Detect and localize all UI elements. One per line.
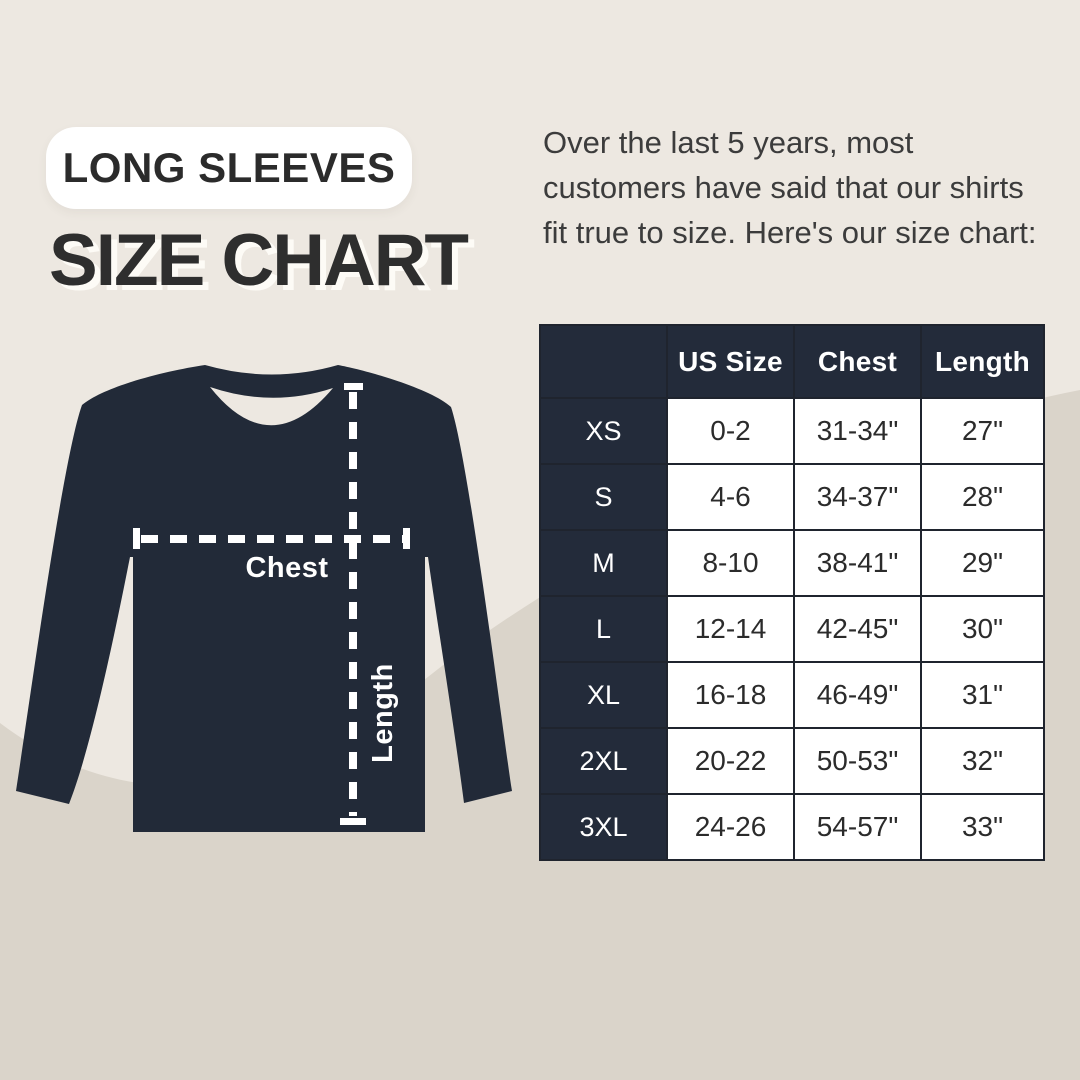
length-measure-line bbox=[340, 383, 366, 825]
shirt-illustration: Chest Length bbox=[15, 358, 530, 838]
length-cell: 29" bbox=[920, 529, 1045, 597]
chest-cell: 31-34" bbox=[793, 397, 922, 465]
shirt-neck-opening bbox=[210, 387, 333, 426]
chest-cell: 38-41" bbox=[793, 529, 922, 597]
length-cell: 30" bbox=[920, 595, 1045, 663]
table-row: 3XL 24-26 54-57" 33" bbox=[539, 793, 1045, 861]
header-cell-chest: Chest bbox=[793, 324, 922, 399]
size-cell: S bbox=[539, 463, 668, 531]
chest-measure-label: Chest bbox=[245, 552, 329, 584]
table-row: 2XL 20-22 50-53" 32" bbox=[539, 727, 1045, 795]
length-cell: 31" bbox=[920, 661, 1045, 729]
us-size-cell: 12-14 bbox=[666, 595, 795, 663]
size-cell: 3XL bbox=[539, 793, 668, 861]
length-cell: 32" bbox=[920, 727, 1045, 795]
us-size-cell: 0-2 bbox=[666, 397, 795, 465]
size-cell: 2XL bbox=[539, 727, 668, 795]
table-row: XL 16-18 46-49" 31" bbox=[539, 661, 1045, 729]
header-cell-length: Length bbox=[920, 324, 1045, 399]
us-size-cell: 4-6 bbox=[666, 463, 795, 531]
length-cell: 27" bbox=[920, 397, 1045, 465]
chest-measure-line bbox=[133, 528, 410, 549]
chest-cell: 42-45" bbox=[793, 595, 922, 663]
header-cell-size bbox=[539, 324, 668, 399]
length-measure-label: Length bbox=[367, 663, 399, 763]
table-row: M 8-10 38-41" 29" bbox=[539, 529, 1045, 597]
table-row: XS 0-2 31-34" 27" bbox=[539, 397, 1045, 465]
page-title: SIZE CHART bbox=[49, 220, 469, 301]
chest-cell: 50-53" bbox=[793, 727, 922, 795]
long-sleeve-shirt-graphic bbox=[16, 365, 512, 832]
table-row: L 12-14 42-45" 30" bbox=[539, 595, 1045, 663]
category-badge-label: LONG SLEEVES bbox=[62, 144, 396, 191]
us-size-cell: 16-18 bbox=[666, 661, 795, 729]
intro-text: Over the last 5 years, most customers ha… bbox=[543, 125, 1037, 250]
size-cell: XL bbox=[539, 661, 668, 729]
size-chart-table: US Size Chest Length XS 0-2 31-34" 27" S… bbox=[539, 324, 1045, 861]
category-badge: LONG SLEEVES bbox=[46, 127, 412, 209]
size-cell: M bbox=[539, 529, 668, 597]
us-size-cell: 8-10 bbox=[666, 529, 795, 597]
chest-cell: 46-49" bbox=[793, 661, 922, 729]
size-cell: XS bbox=[539, 397, 668, 465]
size-cell: L bbox=[539, 595, 668, 663]
chest-cell: 54-57" bbox=[793, 793, 922, 861]
table-row: S 4-6 34-37" 28" bbox=[539, 463, 1045, 531]
us-size-cell: 20-22 bbox=[666, 727, 795, 795]
chest-cell: 34-37" bbox=[793, 463, 922, 531]
table-header-row: US Size Chest Length bbox=[539, 324, 1045, 399]
shirt-body-shape bbox=[16, 365, 512, 832]
length-cell: 28" bbox=[920, 463, 1045, 531]
length-cell: 33" bbox=[920, 793, 1045, 861]
header-cell-us-size: US Size bbox=[666, 324, 795, 399]
us-size-cell: 24-26 bbox=[666, 793, 795, 861]
